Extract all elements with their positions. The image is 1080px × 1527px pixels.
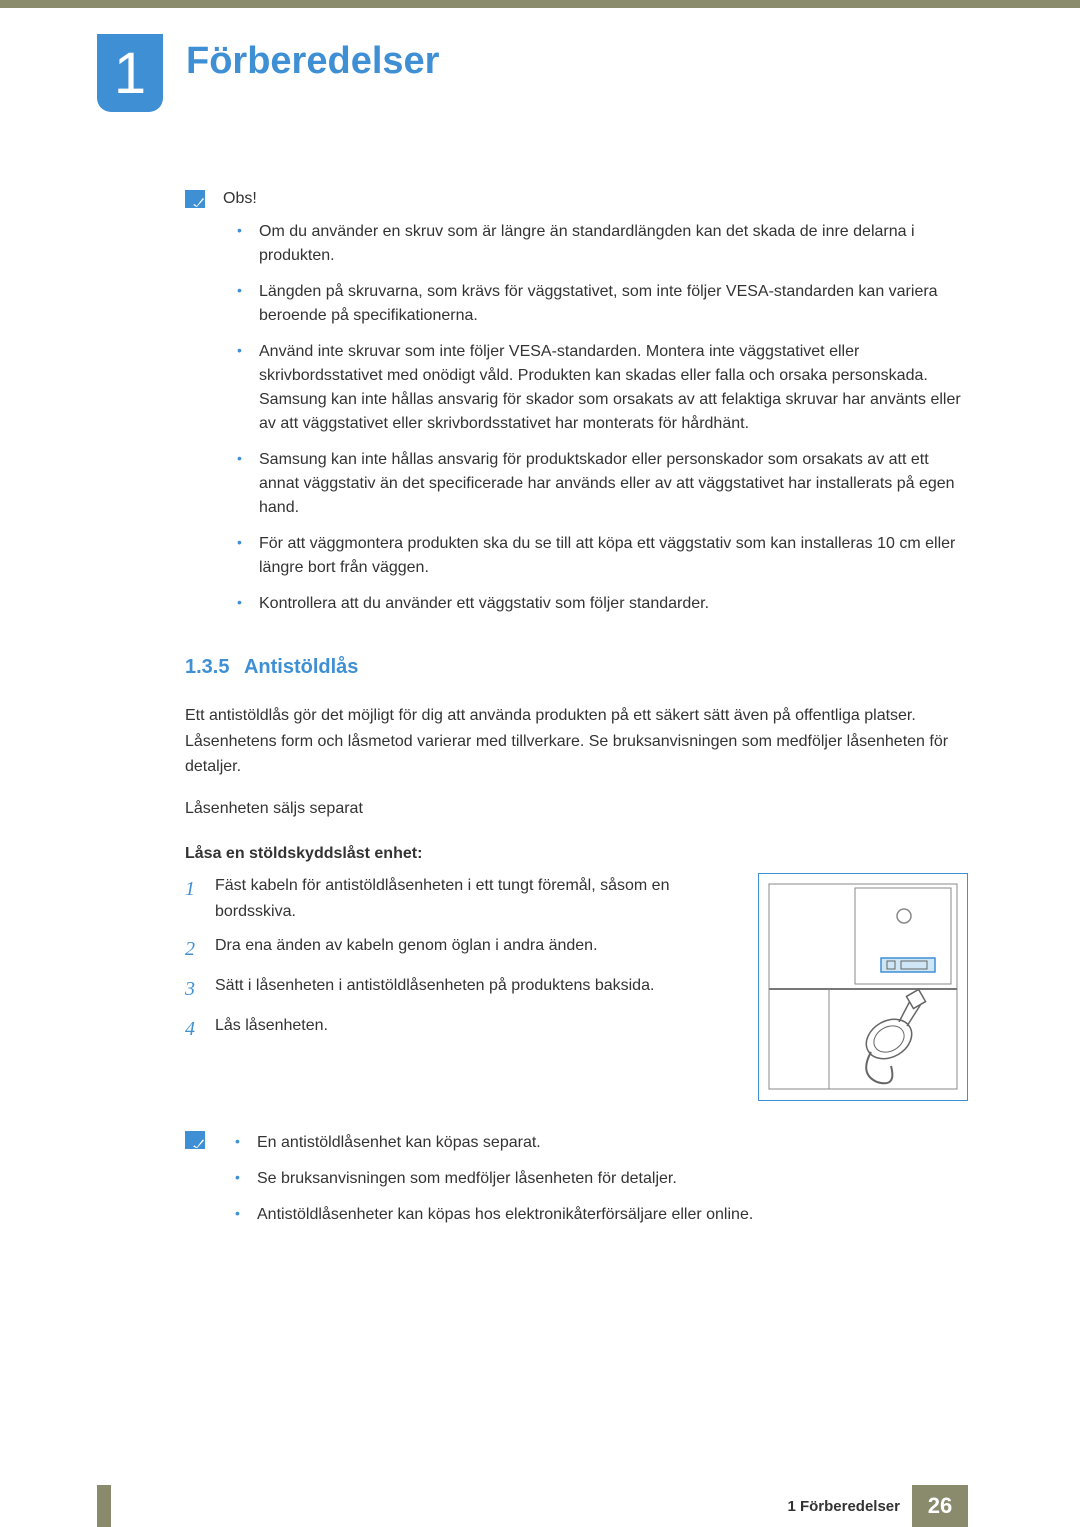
note-icon (185, 190, 205, 208)
step-number: 1 (185, 873, 215, 905)
section-title: Antistöldlås (244, 656, 358, 678)
step-item: 1 Fäst kabeln för antistöldlåsenheten i … (185, 873, 746, 924)
step-item: 3 Sätt i låsenheten i antistöldlåsenhete… (185, 973, 746, 1005)
step-number: 2 (185, 933, 215, 965)
obs-bullet-list: Om du använder en skruv som är längre än… (185, 220, 968, 616)
obs-bullet: Om du använder en skruv som är längre än… (237, 220, 968, 268)
obs-label: Obs! (223, 190, 257, 208)
obs-bullet: Använd inte skruvar som inte följer VESA… (237, 340, 968, 436)
note-block-2: En antistöldlåsenhet kan köpas separat. … (185, 1131, 968, 1239)
obs-label-row: Obs! (185, 190, 968, 220)
section-heading: 1.3.5 Antistöldlås (185, 656, 968, 679)
step-item: 2 Dra ena änden av kabeln genom öglan i … (185, 933, 746, 965)
obs-bullet: Kontrollera att du använder ett väggstat… (237, 592, 968, 616)
section-body-1: Ett antistöldlås gör det möjligt för dig… (185, 703, 968, 780)
footer-text: 1 Förberedelser (787, 1498, 900, 1515)
chapter-number: 1 (114, 40, 146, 107)
note-bullet-list: En antistöldlåsenhet kan köpas separat. … (223, 1131, 753, 1239)
step-text: Dra ena änden av kabeln genom öglan i an… (215, 933, 598, 959)
step-item: 4 Lås låsenheten. (185, 1013, 746, 1045)
obs-bullet: Samsung kan inte hållas ansvarig för pro… (237, 448, 968, 520)
obs-bullet: Längden på skruvarna, som krävs för vägg… (237, 280, 968, 328)
step-text: Sätt i låsenheten i antistöldlåsenheten … (215, 973, 654, 999)
page-number: 26 (912, 1485, 968, 1527)
chapter-title: Förberedelser (186, 40, 439, 83)
lock-diagram (758, 873, 968, 1101)
note-bullet: Antistöldlåsenheter kan köpas hos elektr… (235, 1203, 753, 1227)
lock-diagram-svg (759, 874, 969, 1102)
subheading: Låsa en stöldskyddslåst enhet: (185, 845, 968, 863)
footer-stripe (97, 1485, 111, 1527)
step-text: Lås låsenheten. (215, 1013, 328, 1039)
step-text: Fäst kabeln för antistöldlåsenheten i et… (215, 873, 746, 924)
note-bullet: Se bruksanvisningen som medföljer låsenh… (235, 1167, 753, 1191)
step-number: 4 (185, 1013, 215, 1045)
steps-list: 1 Fäst kabeln för antistöldlåsenheten i … (185, 873, 746, 1052)
section-body-2: Låsenheten säljs separat (185, 796, 968, 822)
obs-bullet: För att väggmontera produkten ska du se … (237, 532, 968, 580)
chapter-number-badge: 1 (97, 34, 163, 112)
note-bullet: En antistöldlåsenhet kan köpas separat. (235, 1131, 753, 1155)
page-content: Obs! Om du använder en skruv som är läng… (185, 190, 968, 1239)
section-number: 1.3.5 (185, 656, 229, 678)
steps-area: 1 Fäst kabeln för antistöldlåsenheten i … (185, 873, 968, 1101)
note-icon (185, 1131, 205, 1149)
header-bar (0, 0, 1080, 8)
obs-note-block: Obs! Om du använder en skruv som är läng… (185, 190, 968, 616)
step-number: 3 (185, 973, 215, 1005)
